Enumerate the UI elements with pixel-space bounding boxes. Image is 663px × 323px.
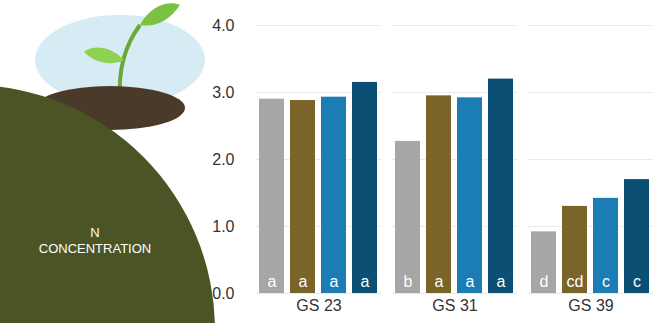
svg-text:2.0: 2.0	[212, 151, 234, 168]
svg-text:GS 39: GS 39	[568, 297, 613, 314]
svg-text:a: a	[330, 273, 339, 290]
svg-text:NCONCENTRATION: NCONCENTRATION	[39, 225, 151, 256]
svg-text:b: b	[404, 273, 413, 290]
svg-text:GS 31: GS 31	[432, 297, 477, 314]
svg-text:c: c	[633, 273, 641, 290]
svg-text:c: c	[602, 273, 610, 290]
svg-text:4.0: 4.0	[212, 17, 234, 34]
svg-text:3.0: 3.0	[212, 84, 234, 101]
svg-text:cd: cd	[567, 273, 584, 290]
svg-text:1.0: 1.0	[212, 218, 234, 235]
svg-text:d: d	[540, 273, 549, 290]
svg-text:0.0: 0.0	[212, 285, 234, 302]
svg-text:GS 23: GS 23	[296, 297, 341, 314]
svg-text:a: a	[361, 273, 370, 290]
svg-text:a: a	[268, 273, 277, 290]
svg-text:a: a	[435, 273, 444, 290]
svg-text:a: a	[299, 273, 308, 290]
svg-text:a: a	[497, 273, 506, 290]
svg-text:a: a	[466, 273, 475, 290]
